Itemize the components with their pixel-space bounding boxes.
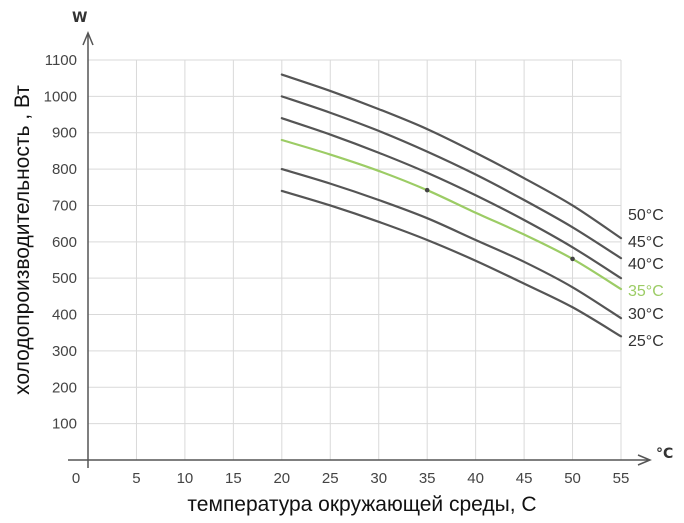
y-tick-label: 500 [52, 270, 77, 287]
y-tick-label: 800 [52, 161, 77, 178]
x-tick-label: 25 [322, 470, 339, 487]
series-line [280, 167, 623, 320]
series-line [280, 95, 623, 260]
x-tick-label: 35 [419, 470, 436, 487]
y-tick-label: 100 [52, 416, 77, 433]
series-label: 35°C [628, 283, 664, 300]
series-line [280, 73, 623, 240]
data-marker [424, 187, 430, 193]
data-markers [424, 187, 575, 262]
x-tick-label: 50 [564, 470, 581, 487]
series-line [280, 117, 623, 280]
axes [68, 31, 652, 468]
series-label: 30°C [628, 306, 664, 323]
y-tick-label: 1100 [45, 52, 77, 69]
y-tick-label: 400 [52, 307, 77, 324]
x-tick-labels: 0 5 10 15 20 25 30 35 40 45 50 55 [72, 470, 630, 487]
x-tick-label: 10 [177, 470, 194, 487]
y-tick-label: 1000 [44, 88, 77, 105]
y-axis-arrow [82, 31, 94, 46]
series-label: 25°C [628, 333, 664, 350]
y-axis-unit: W [72, 10, 87, 26]
y-axis-title: холодопроизводительность , Вт [11, 85, 34, 395]
series-lines [280, 73, 623, 338]
x-tick-label: 40 [467, 470, 484, 487]
data-marker [570, 256, 575, 262]
y-tick-label: 600 [52, 234, 77, 251]
series-label: 50°C [628, 207, 664, 224]
x-axis-title: температура окружающей среды, С [187, 493, 536, 516]
series-label: 45°C [628, 234, 664, 251]
x-tick-label: 55 [613, 470, 630, 487]
series-line [280, 189, 623, 338]
y-tick-label: 700 [52, 197, 77, 214]
x-axis-arrow [637, 454, 652, 466]
series-label: 40°C [628, 256, 664, 273]
x-tick-label: 45 [516, 470, 533, 487]
x-tick-label: 5 [132, 470, 140, 487]
series-labels: 50°C 45°C 40°C 35°C 30°C 25°C [628, 207, 664, 350]
y-tick-labels: 100 200 300 400 500 600 700 800 900 1000 1100 [44, 52, 77, 433]
x-axis-unit: °C [656, 446, 673, 462]
y-tick-label: 900 [52, 125, 77, 142]
x-tick-label: 30 [370, 470, 387, 487]
x-tick-label: 20 [273, 470, 290, 487]
x-tick-label: 0 [72, 470, 80, 487]
y-tick-label: 300 [52, 343, 77, 360]
grid [88, 59, 622, 460]
series-line [280, 138, 623, 291]
x-tick-label: 15 [225, 470, 242, 487]
y-tick-label: 200 [52, 379, 77, 396]
